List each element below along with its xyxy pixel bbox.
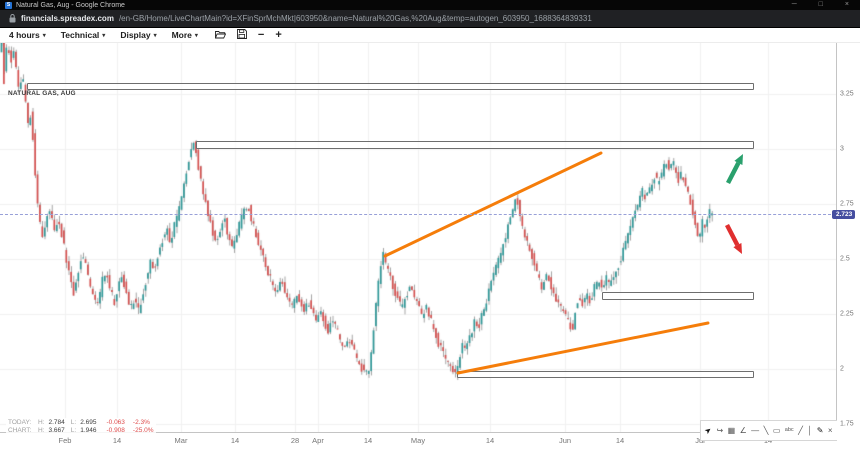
time-tick-28-4: 28 (290, 436, 300, 445)
tool-horizontal-line-icon[interactable]: — (751, 425, 760, 435)
tool-rectangle-icon[interactable]: ▭ (772, 425, 781, 435)
time-tick-14-8: 14 (485, 436, 495, 445)
technical-menu[interactable]: Technical ▾ (61, 30, 106, 40)
low-label: L: (70, 419, 77, 426)
spreadex-favicon: S (5, 1, 12, 9)
price-tick-3.25: 3.25 (840, 90, 854, 98)
tool-remove-icon[interactable]: × (827, 425, 833, 435)
tool-marker-icon[interactable]: ✎ (816, 425, 824, 435)
open-folder-icon[interactable] (214, 26, 227, 44)
minimize-button[interactable]: ─ (791, 1, 797, 8)
time-tick-feb-0: Feb (58, 436, 72, 445)
tool-elbow-arrow-icon[interactable]: ↪ (716, 425, 724, 435)
save-icon[interactable] (236, 26, 247, 44)
today-high: 2.784 (48, 419, 65, 426)
chevron-down-icon: ▾ (42, 32, 46, 39)
zoom-in-button[interactable]: + (275, 29, 282, 41)
more-menu-label: More (171, 30, 192, 40)
chart-area: NATURAL GAS, AUG 2.723 3.25 3 2.75 2.5 2.25 2… (0, 43, 860, 446)
more-menu[interactable]: More ▾ (172, 30, 198, 40)
window-titlebar: S Natural Gas, Aug - Google Chrome ─ □ × (0, 0, 860, 10)
display-menu[interactable]: Display ▾ (120, 30, 156, 40)
tool-trend-angle-icon[interactable]: ∠ (739, 425, 747, 435)
current-price-line (0, 214, 836, 215)
tool-grid-icon[interactable]: ▦ (727, 425, 736, 435)
symbol-watermark: NATURAL GAS, AUG (8, 90, 76, 97)
maximize-button[interactable]: □ (818, 1, 823, 8)
window-controls: ─ □ × (792, 0, 855, 10)
chart-toolbar: 4 hours ▾ Technical ▾ Display ▾ More ▾ −… (0, 28, 860, 43)
stats-overlay: TODAY: H: 2.784 L: 2.695 -0.063 -2.3% CH… (6, 418, 156, 436)
time-tick-14-6: 14 (363, 436, 373, 445)
high-label: H: (38, 419, 45, 426)
resistance-zone-2[interactable] (196, 141, 754, 149)
time-tick-jun-9: Jun (558, 436, 572, 445)
zoom-out-button[interactable]: − (257, 29, 265, 41)
price-axis[interactable]: 2.723 3.25 3 2.75 2.5 2.25 2 1.75 (832, 43, 860, 433)
time-tick-14-3: 14 (230, 436, 240, 445)
timeframe-menu[interactable]: 4 hours ▾ (9, 30, 46, 40)
time-tick-14-10: 14 (615, 436, 625, 445)
price-tick-3: 3 (840, 145, 844, 153)
chart-high: 3.667 (48, 427, 65, 434)
timeframe-menu-label: 4 hours (9, 30, 40, 40)
window-title: Natural Gas, Aug - Google Chrome (16, 1, 125, 9)
support-zone-3[interactable] (602, 292, 754, 300)
time-tick-mar-2: Mar (174, 436, 188, 445)
resistance-zone-1[interactable] (27, 83, 754, 90)
drawing-toolbar: ➤ ↪ ▦ ∠ — ╲ ▭ abc ╱ │ ✎ × (700, 420, 837, 441)
today-change: -0.063 (106, 419, 125, 426)
time-axis[interactable]: Feb14Mar1428Apr14May14Jun14Jul14 (0, 433, 837, 446)
time-tick-may-7: May (410, 436, 426, 445)
tool-vertical-line-icon[interactable]: │ (807, 425, 813, 435)
price-tick-2.75: 2.75 (840, 200, 854, 208)
chevron-down-icon: ▾ (153, 32, 157, 39)
time-tick-apr-5: Apr (312, 436, 324, 445)
chart-low: 1.946 (80, 427, 97, 434)
chevron-down-icon: ▾ (194, 32, 198, 39)
chevron-down-icon: ▾ (102, 32, 106, 39)
last-price-badge: 2.723 (832, 210, 856, 220)
today-change-pct: -2.3% (132, 419, 150, 426)
today-low: 2.695 (80, 419, 97, 426)
chart-change: -0.908 (106, 427, 125, 434)
url-domain: financials.spreadex.com (21, 14, 114, 23)
close-button[interactable]: × (844, 1, 849, 8)
tool-ray-icon[interactable]: ╱ (798, 425, 803, 435)
price-tick-2.5: 2.5 (840, 255, 850, 263)
tool-pointer-icon[interactable]: ➤ (703, 424, 714, 436)
high-label: H: (38, 427, 45, 434)
tool-trend-line-icon[interactable]: ╲ (763, 425, 769, 435)
chart-label: CHART: (8, 427, 32, 434)
technical-menu-label: Technical (60, 30, 100, 40)
price-tick-2.25: 2.25 (840, 310, 854, 318)
price-tick-1.75: 1.75 (840, 420, 854, 428)
url-path: /en-GB/Home/LiveChartMain?id=XFinSprMchM… (118, 14, 592, 23)
address-bar[interactable]: financials.spreadex.com /en-GB/Home/Live… (0, 10, 860, 28)
today-label: TODAY: (8, 419, 32, 426)
display-menu-label: Display (120, 30, 151, 40)
price-tick-2: 2 (840, 365, 844, 373)
support-zone-4[interactable] (457, 371, 754, 378)
lock-icon[interactable] (9, 10, 16, 28)
time-tick-14-1: 14 (112, 436, 122, 445)
low-label: L: (70, 427, 77, 434)
tool-text-icon[interactable]: abc (784, 426, 794, 433)
chart-change-pct: -25.0% (132, 427, 154, 434)
